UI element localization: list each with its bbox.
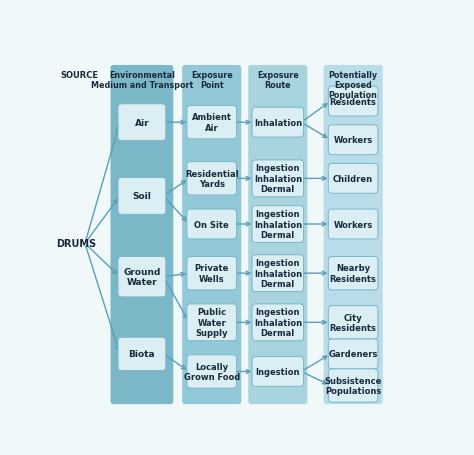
FancyBboxPatch shape xyxy=(252,206,303,243)
FancyBboxPatch shape xyxy=(328,369,378,402)
Text: Residential
Yards: Residential Yards xyxy=(185,169,238,189)
Text: Ingestion: Ingestion xyxy=(255,367,300,376)
Text: Ambient
Air: Ambient Air xyxy=(191,113,232,132)
Text: Environmental
Medium and Transport: Environmental Medium and Transport xyxy=(91,71,193,90)
FancyBboxPatch shape xyxy=(248,66,308,404)
Text: On Site: On Site xyxy=(194,220,229,229)
FancyBboxPatch shape xyxy=(110,66,173,404)
FancyBboxPatch shape xyxy=(118,178,166,215)
Text: Exposure
Route: Exposure Route xyxy=(257,71,299,90)
FancyBboxPatch shape xyxy=(328,164,378,194)
FancyBboxPatch shape xyxy=(118,338,166,371)
FancyBboxPatch shape xyxy=(182,66,241,404)
Text: Subsistence
Populations: Subsistence Populations xyxy=(324,376,382,395)
Text: Ground
Water: Ground Water xyxy=(123,268,161,287)
FancyBboxPatch shape xyxy=(324,66,383,404)
FancyBboxPatch shape xyxy=(118,257,166,297)
FancyBboxPatch shape xyxy=(328,257,378,290)
FancyBboxPatch shape xyxy=(252,161,303,197)
Text: Ingestion
Inhalation
Dermal: Ingestion Inhalation Dermal xyxy=(254,164,302,194)
FancyBboxPatch shape xyxy=(118,105,166,142)
Text: Exposure
Point: Exposure Point xyxy=(191,71,233,90)
FancyBboxPatch shape xyxy=(328,339,378,369)
Text: DRUMS: DRUMS xyxy=(56,239,96,249)
FancyBboxPatch shape xyxy=(187,162,237,196)
FancyBboxPatch shape xyxy=(252,304,303,341)
Text: Ingestion
Inhalation
Dermal: Ingestion Inhalation Dermal xyxy=(254,210,302,239)
Text: Workers: Workers xyxy=(334,136,373,145)
Text: Public
Water
Supply: Public Water Supply xyxy=(195,308,228,338)
Text: Gardeners: Gardeners xyxy=(328,349,378,359)
FancyBboxPatch shape xyxy=(187,106,237,140)
FancyBboxPatch shape xyxy=(187,355,237,388)
Text: Potentially
Exposed
Population: Potentially Exposed Population xyxy=(328,71,378,100)
Text: Nearby
Residents: Nearby Residents xyxy=(330,264,376,283)
Text: Locally
Grown Food: Locally Grown Food xyxy=(183,362,240,381)
FancyBboxPatch shape xyxy=(187,304,237,341)
FancyBboxPatch shape xyxy=(252,108,303,138)
Text: Ingestion
Inhalation
Dermal: Ingestion Inhalation Dermal xyxy=(254,259,302,288)
FancyBboxPatch shape xyxy=(328,126,378,155)
FancyBboxPatch shape xyxy=(252,357,303,387)
FancyBboxPatch shape xyxy=(187,210,237,239)
FancyBboxPatch shape xyxy=(252,255,303,292)
Text: Ingestion
Inhalation
Dermal: Ingestion Inhalation Dermal xyxy=(254,308,302,338)
Text: Air: Air xyxy=(135,118,149,127)
Text: City
Residents: City Residents xyxy=(330,313,376,332)
FancyBboxPatch shape xyxy=(328,87,378,117)
Text: Workers: Workers xyxy=(334,220,373,229)
Text: Inhalation: Inhalation xyxy=(254,118,302,127)
FancyBboxPatch shape xyxy=(328,306,378,339)
Text: SOURCE: SOURCE xyxy=(61,71,99,79)
Text: Soil: Soil xyxy=(132,192,151,201)
Text: Biota: Biota xyxy=(128,349,155,359)
Text: Children: Children xyxy=(333,174,373,183)
FancyBboxPatch shape xyxy=(187,257,237,290)
FancyBboxPatch shape xyxy=(328,210,378,239)
Text: Private
Wells: Private Wells xyxy=(194,264,229,283)
Text: Residents: Residents xyxy=(330,97,376,106)
